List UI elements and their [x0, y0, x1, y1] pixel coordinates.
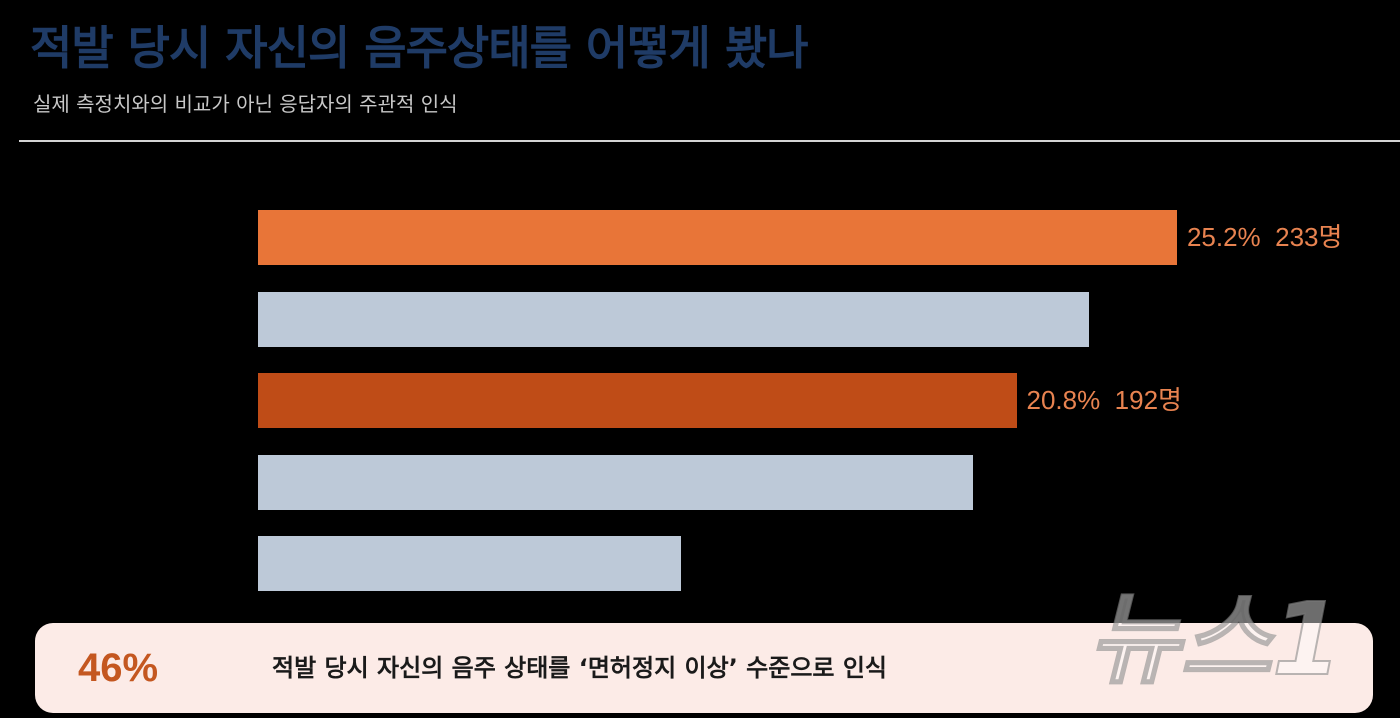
- callout-percentage: 46%: [78, 646, 159, 690]
- chart-subtitle: 실제 측정치와의 비교가 아닌 응답자의 주관적 인식: [33, 92, 458, 116]
- bar-3: [258, 373, 1017, 428]
- summary-callout: 46% 적발 당시 자신의 음주 상태를 ‘면허정지 이상’ 수준으로 인식: [35, 623, 1373, 713]
- bar-2: [258, 291, 1090, 347]
- bar-5: [258, 536, 681, 591]
- bar-1: [258, 210, 1177, 265]
- bar-4: [258, 454, 973, 510]
- news1-watermark-logo: 뉴스1: [1087, 580, 1343, 699]
- data-label-1: 25.2% 233명: [1186, 222, 1343, 252]
- chart-title: 적발 당시 자신의 음주상태를 어떻게 봤나: [30, 21, 809, 75]
- data-label-3: 20.8% 192명: [1026, 385, 1182, 415]
- title-divider: [19, 140, 1400, 142]
- callout-description: 적발 당시 자신의 음주 상태를 ‘면허정지 이상’ 수준으로 인식: [272, 654, 887, 682]
